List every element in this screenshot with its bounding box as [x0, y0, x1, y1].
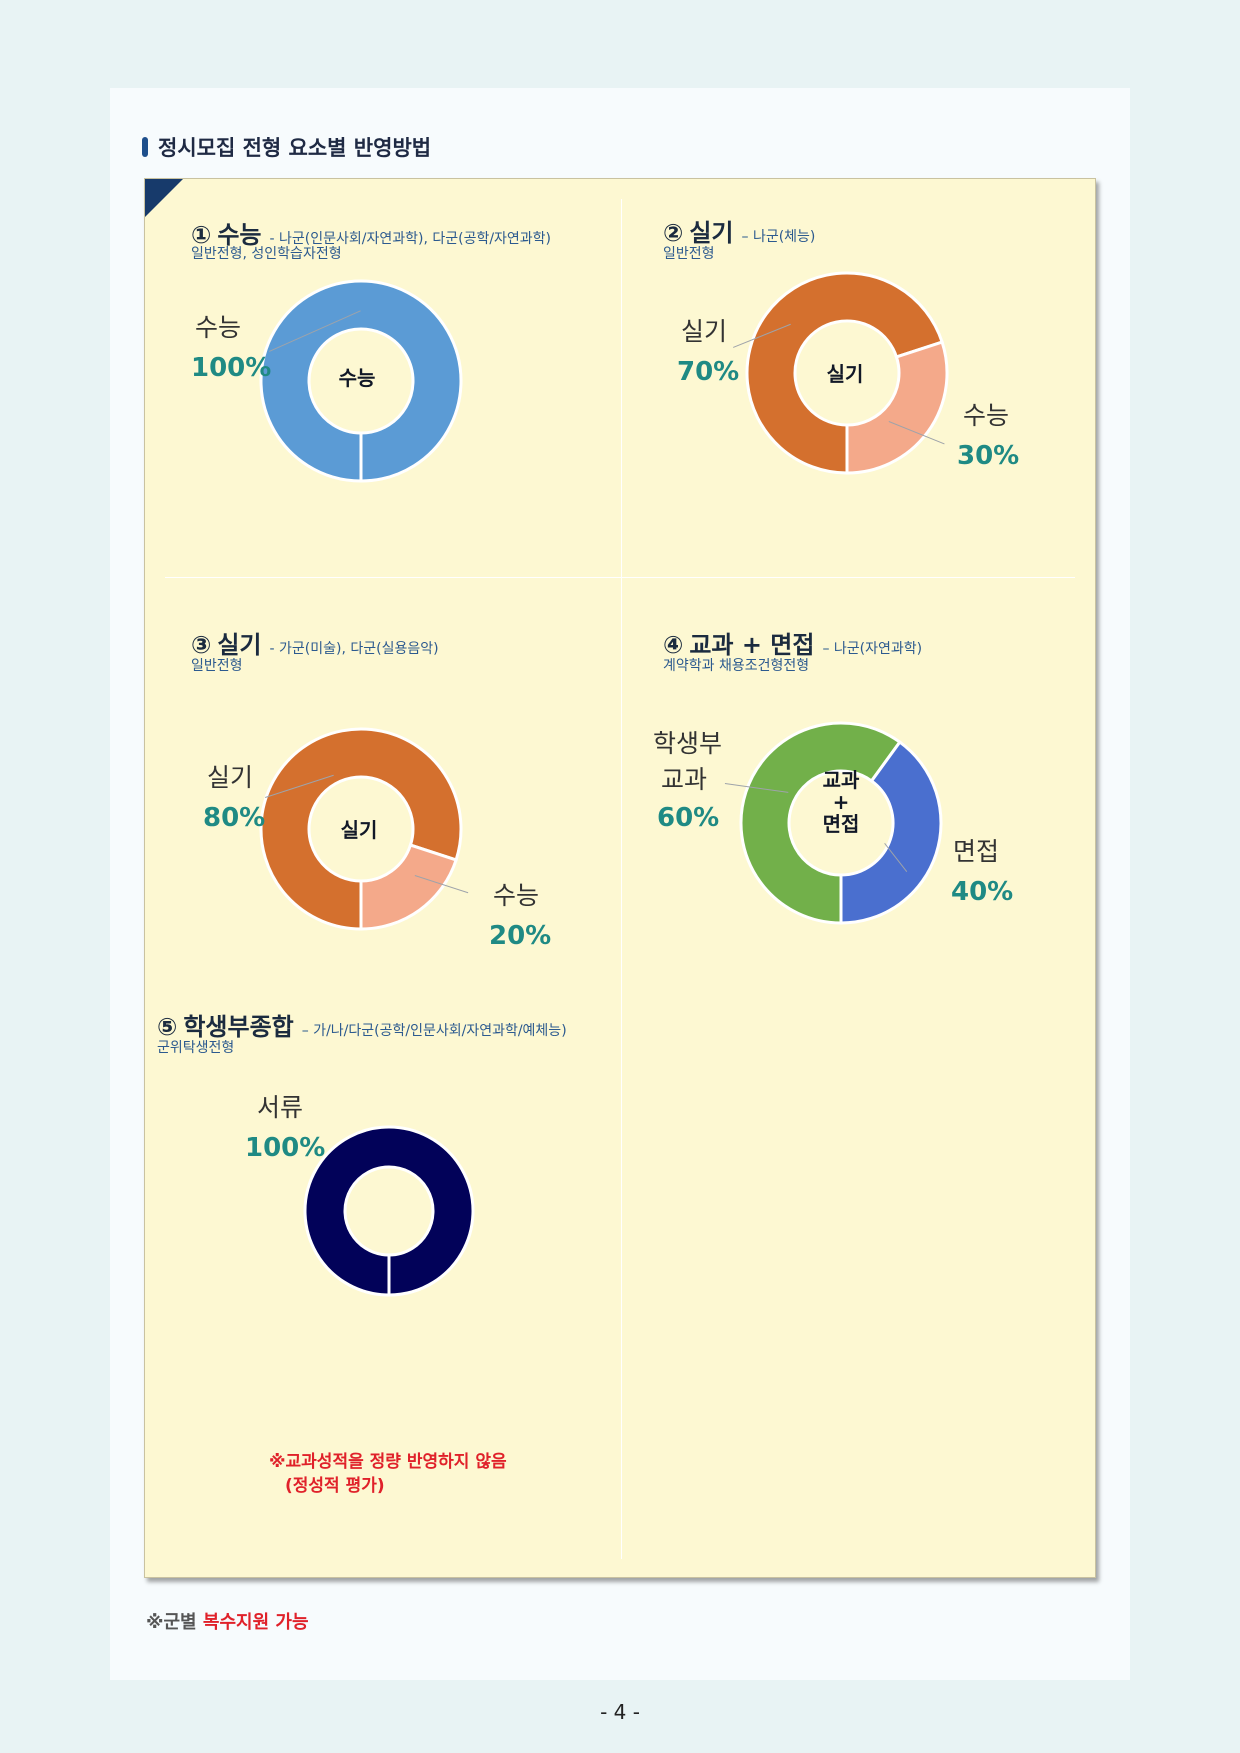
- section-4-desc: – 나군(자연과학): [822, 641, 923, 657]
- panel-divider-vertical: [621, 199, 622, 1559]
- footnote-highlight: 복수지원 가능: [202, 1612, 309, 1633]
- donut-slice-2: [845, 340, 949, 475]
- slice-label: 수능: [493, 881, 540, 910]
- note-line: (정성적 평가): [285, 1475, 385, 1496]
- slice-label: 수능: [195, 313, 242, 342]
- donut-slice-2: [359, 843, 458, 931]
- section-2-sub: 일반전형: [663, 246, 715, 262]
- center-line: +: [832, 790, 850, 814]
- donut-slice-2: [839, 740, 943, 925]
- donut-center-label: 실기: [826, 362, 864, 386]
- slice-percent: 100%: [191, 353, 272, 383]
- section-2-title: ② 실기 – 나군(체능): [663, 213, 815, 248]
- slice-percent: 60%: [657, 803, 720, 833]
- section-3-sub: 일반전형: [191, 658, 243, 674]
- section-1-desc: - 나군(인문사회/자연과학), 다군(공학/자연과학): [269, 231, 552, 247]
- section-5-sub: 군위탁생전형: [157, 1040, 235, 1056]
- section-1-name: 수능: [217, 221, 262, 249]
- donut-center-label: 수능: [338, 366, 376, 390]
- donut-center-label: 교과 + 면접: [811, 769, 871, 835]
- donut-slice-1: [745, 271, 944, 475]
- section-1-number: ①: [191, 221, 212, 249]
- donut-slice-1: [739, 721, 902, 925]
- heading-marker: [142, 137, 148, 157]
- page-number: - 4 -: [600, 1700, 640, 1724]
- slice-label: 면접: [953, 837, 1000, 866]
- slice-label-line: 학생부: [653, 729, 723, 758]
- section-2-number: ②: [663, 219, 684, 247]
- section-4-name: 교과 + 면접: [689, 631, 815, 659]
- section-1-sub: 일반전형, 성인학습자전형: [191, 246, 342, 262]
- document-page: 정시모집 전형 요소별 반영방법 ① 수능 - 나군(인문사회/자연과학), 다…: [110, 88, 1130, 1680]
- slice-label: 수능: [963, 401, 1010, 430]
- section-1-title: ① 수능 - 나군(인문사회/자연과학), 다군(공학/자연과학): [191, 215, 551, 250]
- section-4-sub: 계약학과 채용조건형전형: [663, 658, 810, 674]
- donut-chart-4: [739, 721, 943, 925]
- slice-percent: 80%: [203, 803, 266, 833]
- section-4-number: ④: [663, 631, 684, 659]
- slice-percent: 20%: [489, 921, 552, 951]
- donut-chart-2: [745, 271, 949, 475]
- section-3-number: ③: [191, 631, 212, 659]
- evaluation-note: ※교과성적을 정량 반영하지 않음 (정성적 평가): [269, 1451, 507, 1499]
- section-3-desc: - 가군(미술), 다군(실용음악): [269, 641, 439, 657]
- section-3-title: ③ 실기 - 가군(미술), 다군(실용음악): [191, 625, 439, 660]
- chart-panel: ① 수능 - 나군(인문사회/자연과학), 다군(공학/자연과학) 일반전형, …: [144, 178, 1096, 1578]
- slice-percent: 30%: [957, 441, 1020, 471]
- section-5-title: ⑤ 학생부종합 – 가/나/다군(공학/인문사회/자연과학/예체능): [157, 1007, 567, 1042]
- center-line: 면접: [822, 812, 860, 836]
- slice-percent: 100%: [245, 1133, 326, 1163]
- section-5-name: 학생부종합: [183, 1013, 294, 1041]
- footnote: ※군별 복수지원 가능: [146, 1608, 309, 1634]
- donut-center-label: 실기: [340, 818, 378, 842]
- section-2-desc: – 나군(체능): [741, 229, 816, 245]
- slice-percent: 70%: [677, 357, 740, 387]
- panel-corner-triangle: [145, 179, 183, 217]
- section-2-name: 실기: [689, 219, 734, 247]
- panel-divider-horizontal: [165, 577, 1075, 578]
- footnote-prefix: ※군별: [146, 1612, 203, 1633]
- heading-text: 정시모집 전형 요소별 반영방법: [158, 136, 432, 160]
- center-line: 교과: [822, 768, 860, 792]
- slice-label: 실기: [207, 763, 254, 792]
- slice-percent: 40%: [951, 877, 1014, 907]
- page-heading: 정시모집 전형 요소별 반영방법: [142, 132, 431, 162]
- section-5-desc: – 가/나/다군(공학/인문사회/자연과학/예체능): [301, 1023, 567, 1039]
- section-5-number: ⑤: [157, 1013, 178, 1041]
- donut-slice-1: [259, 727, 463, 931]
- section-4-title: ④ 교과 + 면접 – 나군(자연과학): [663, 625, 922, 660]
- donut-chart-5: [303, 1125, 475, 1297]
- donut-slice-1: [303, 1125, 475, 1297]
- note-line: ※교과성적을 정량 반영하지 않음: [269, 1452, 507, 1472]
- section-3-name: 실기: [217, 631, 262, 659]
- slice-label: 서류: [257, 1093, 304, 1122]
- slice-label-line: 교과: [661, 765, 708, 794]
- donut-chart-3: [259, 727, 463, 931]
- slice-label: 실기: [681, 317, 728, 346]
